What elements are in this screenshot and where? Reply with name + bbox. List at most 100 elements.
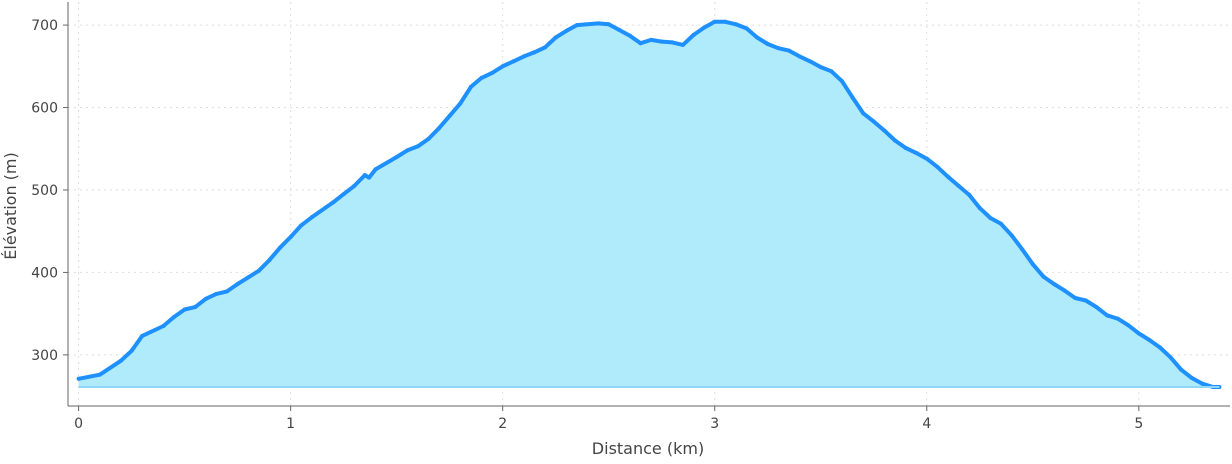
data-point: [776, 46, 781, 51]
y-tick-label: 400: [31, 265, 58, 281]
data-point: [500, 64, 505, 69]
data-point: [850, 95, 855, 100]
data-point: [617, 28, 622, 33]
data-point: [956, 183, 961, 188]
data-point: [945, 174, 950, 179]
data-point: [309, 215, 314, 220]
data-point: [161, 324, 166, 329]
data-point: [362, 173, 367, 178]
data-point: [935, 164, 940, 169]
data-point: [1200, 381, 1205, 386]
data-point: [214, 291, 219, 296]
y-tick-label: 700: [31, 18, 58, 34]
data-point: [331, 200, 336, 205]
data-point: [278, 245, 283, 250]
data-point: [182, 307, 187, 312]
data-point: [638, 41, 643, 46]
data-point: [574, 23, 579, 28]
data-point: [458, 101, 463, 106]
data-point: [373, 167, 378, 172]
data-point: [988, 216, 993, 221]
data-point: [437, 126, 442, 131]
data-point: [871, 119, 876, 124]
data-point: [808, 59, 813, 64]
y-axis-label: Élévation (m): [1, 152, 20, 259]
data-point: [394, 155, 399, 160]
data-point: [786, 48, 791, 53]
data-point: [712, 19, 717, 24]
data-point: [256, 268, 261, 273]
data-point: [172, 314, 177, 319]
data-point: [1189, 375, 1194, 380]
data-point: [415, 144, 420, 149]
data-point: [288, 234, 293, 239]
data-point: [818, 65, 823, 70]
data-point: [235, 281, 240, 286]
data-point: [1147, 338, 1152, 343]
data-point: [76, 376, 81, 381]
data-point: [1115, 316, 1120, 321]
data-point: [649, 37, 654, 42]
data-point: [1062, 288, 1067, 293]
data-point: [755, 35, 760, 40]
data-point: [829, 69, 834, 74]
y-tick-label: 300: [31, 348, 58, 364]
data-point: [490, 70, 495, 75]
data-point: [914, 150, 919, 155]
data-point: [596, 21, 601, 26]
data-point: [468, 84, 473, 89]
data-point: [967, 192, 972, 197]
data-point: [553, 35, 558, 40]
data-point: [193, 305, 198, 310]
data-point: [733, 22, 738, 27]
data-point: [352, 183, 357, 188]
data-point: [691, 32, 696, 37]
data-point: [723, 19, 728, 24]
data-point: [405, 148, 410, 153]
data-point: [797, 54, 802, 59]
x-tick-label: 0: [74, 416, 83, 432]
data-point: [479, 75, 484, 80]
data-point: [1179, 367, 1184, 372]
data-point: [543, 45, 548, 50]
data-point: [1020, 247, 1025, 252]
x-tick-label: 1: [286, 416, 295, 432]
x-axis-label: Distance (km): [592, 439, 704, 458]
data-point: [702, 25, 707, 30]
data-point: [977, 206, 982, 211]
data-point: [1052, 281, 1057, 286]
data-point: [532, 50, 537, 55]
x-tick-label: 4: [922, 416, 931, 432]
data-point: [627, 33, 632, 38]
data-point: [1073, 295, 1078, 300]
data-point: [341, 192, 346, 197]
data-point: [97, 372, 102, 377]
x-tick-label: 2: [498, 416, 507, 432]
elevation-area: [78, 21, 1220, 388]
data-point: [765, 42, 770, 47]
data-point: [1105, 313, 1110, 318]
data-point: [606, 22, 611, 27]
data-point: [1126, 323, 1131, 328]
y-tick-label: 600: [31, 101, 58, 117]
data-point: [299, 223, 304, 228]
data-point: [511, 59, 516, 64]
data-point: [1009, 233, 1014, 238]
data-point: [564, 28, 569, 33]
data-point: [447, 113, 452, 118]
data-point: [426, 136, 431, 141]
data-point: [903, 145, 908, 150]
data-point: [839, 79, 844, 84]
data-point: [1041, 274, 1046, 279]
data-point: [119, 358, 124, 363]
data-point: [140, 333, 145, 338]
data-point: [924, 156, 929, 161]
data-point: [1094, 305, 1099, 310]
data-point: [680, 42, 685, 47]
data-point: [659, 39, 664, 44]
x-tick-label: 5: [1134, 416, 1143, 432]
data-point: [1168, 355, 1173, 360]
data-point: [1030, 262, 1035, 267]
x-tick-label: 3: [710, 416, 719, 432]
